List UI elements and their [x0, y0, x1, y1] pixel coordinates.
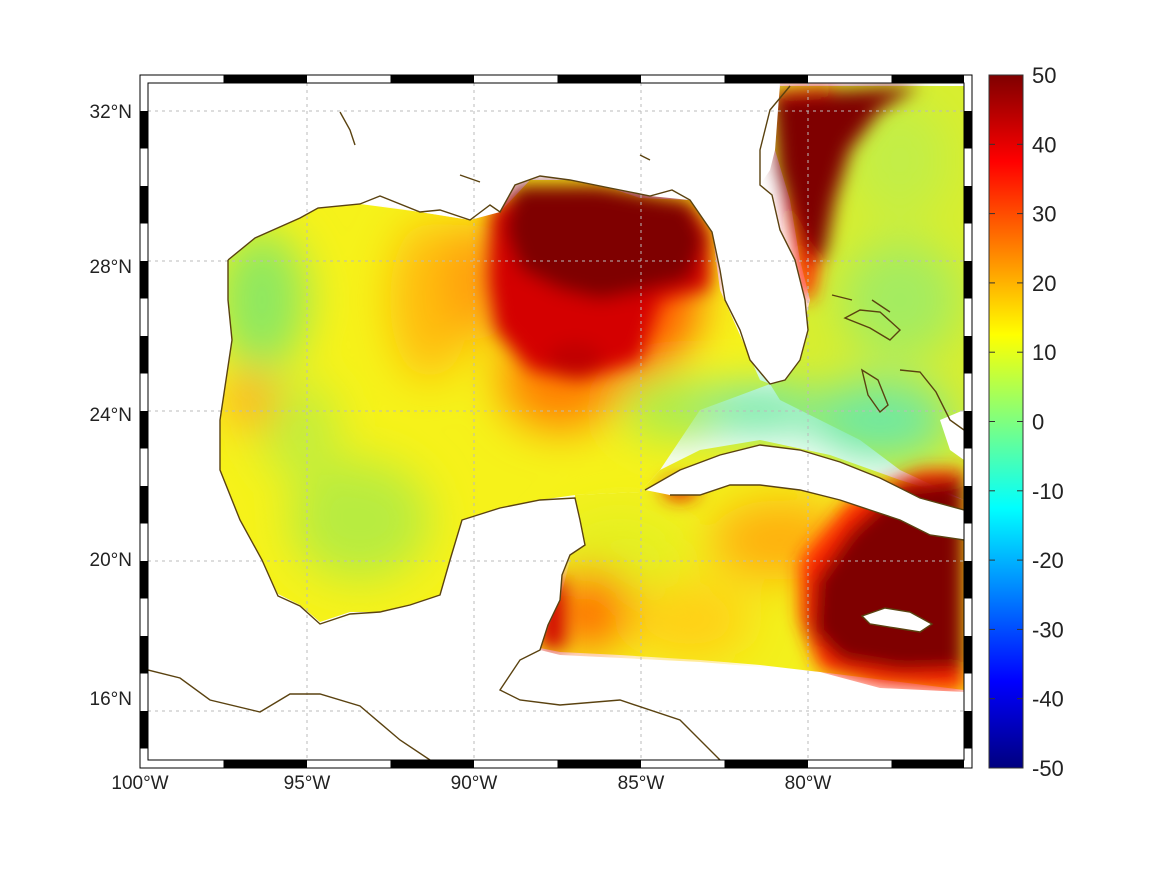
- frame-segment: [808, 75, 892, 83]
- frame-segment: [964, 223, 972, 261]
- frame-segment: [964, 561, 972, 599]
- frame-segment: [140, 748, 148, 768]
- frame-segment: [140, 411, 148, 449]
- x-tick-label: 100°W: [111, 773, 168, 794]
- frame-segment: [964, 75, 972, 111]
- frame-segment: [223, 75, 307, 83]
- frame-inner-outline: [147, 82, 965, 761]
- frame-segment: [557, 75, 641, 83]
- frame-segment: [307, 760, 391, 768]
- frame-segment: [140, 673, 148, 711]
- colorbar-tick-label: -10: [1032, 479, 1064, 504]
- colorbar-labels: 50 40 30 20 10 0 -10 -20 -30 -40 -50: [1032, 63, 1064, 781]
- frame-segment: [140, 261, 148, 299]
- frame-segment: [724, 760, 808, 768]
- colorbar-tick-label: 10: [1032, 340, 1056, 365]
- frame-segment: [140, 75, 148, 111]
- y-axis-labels: 32°N 28°N 24°N 20°N 16°N: [90, 102, 132, 710]
- frame-segment: [964, 298, 972, 336]
- colorbar: 50 40 30 20 10 0 -10 -20 -30 -40 -50: [988, 63, 1064, 781]
- frame-segment: [964, 486, 972, 524]
- frame-segment: [140, 486, 148, 524]
- frame-segment: [964, 111, 972, 149]
- frame-segment: [140, 111, 148, 149]
- frame-segment: [964, 598, 972, 636]
- frame-segment: [474, 75, 558, 83]
- frame-segment: [964, 336, 972, 374]
- land-yucatan: [350, 498, 585, 680]
- frame-segment: [964, 711, 972, 749]
- frame-segment: [140, 636, 148, 674]
- land-hispaniola: [940, 410, 964, 460]
- x-axis-labels: 100°W 95°W 90°W 85°W 80°W: [111, 773, 831, 794]
- frame-segment: [964, 523, 972, 561]
- y-tick-label: 28°N: [90, 257, 132, 278]
- frame-segment: [307, 75, 391, 83]
- land-us-south: [148, 83, 780, 260]
- frame-segment: [140, 448, 148, 486]
- colorbar-tick-label: 40: [1032, 132, 1056, 157]
- data-field: [148, 83, 964, 760]
- frame-segment: [964, 373, 972, 411]
- frame-segment: [140, 711, 148, 749]
- frame-segment: [557, 760, 641, 768]
- colorbar-tick-label: 0: [1032, 410, 1044, 435]
- frame-segment: [390, 75, 474, 83]
- colorbar-tick-label: 50: [1032, 63, 1056, 88]
- frame-segment: [140, 186, 148, 224]
- frame-segment: [140, 523, 148, 561]
- frame-segment: [140, 148, 148, 186]
- colorbar-tick-label: -40: [1032, 687, 1064, 712]
- y-tick-label: 32°N: [90, 102, 132, 123]
- grid-lines: [139, 83, 964, 760]
- x-tick-label: 85°W: [618, 773, 665, 794]
- land-central-america: [148, 260, 964, 760]
- frame-segment: [140, 336, 148, 374]
- frame-segment: [964, 186, 972, 224]
- y-tick-label: 24°N: [90, 405, 132, 426]
- x-tick-label: 95°W: [284, 773, 331, 794]
- frame-segment: [964, 448, 972, 486]
- frame-segment: [140, 298, 148, 336]
- colorbar-tick-label: 30: [1032, 202, 1056, 227]
- frame-segment: [140, 760, 224, 768]
- frame-segment: [964, 748, 972, 768]
- y-tick-label: 16°N: [90, 689, 132, 710]
- frame-segment: [964, 673, 972, 711]
- land-jamaica: [862, 608, 932, 632]
- frame-segment: [140, 223, 148, 261]
- frame-segment: [641, 75, 725, 83]
- x-tick-label: 80°W: [785, 773, 832, 794]
- land-cuba: [645, 445, 964, 540]
- frame-segment: [140, 598, 148, 636]
- frame-outline: [139, 74, 973, 769]
- frame-segment: [964, 411, 972, 449]
- frame-segment: [808, 760, 892, 768]
- frame-segment: [474, 760, 558, 768]
- colorbar-tick-label: -50: [1032, 756, 1064, 781]
- frame-segment: [390, 760, 474, 768]
- frame-segment: [140, 373, 148, 411]
- frame-segment: [891, 760, 972, 768]
- land-florida: [712, 185, 808, 384]
- frame-segment: [223, 760, 307, 768]
- frame-segment: [641, 760, 725, 768]
- coastline: [148, 85, 964, 760]
- frame-segment: [964, 148, 972, 186]
- frame-segment: [964, 261, 972, 299]
- x-tick-label: 90°W: [451, 773, 498, 794]
- frame-segment: [964, 636, 972, 674]
- colorbar-ticks: [989, 74, 1023, 769]
- colorbar-tick-label: 20: [1032, 271, 1056, 296]
- map-frame: [139, 74, 973, 769]
- colorbar-tick-label: -20: [1032, 548, 1064, 573]
- frame-segment: [891, 75, 972, 83]
- frame-segment: [140, 75, 224, 83]
- frame-segment: [724, 75, 808, 83]
- colorbar-tick-label: -30: [1032, 617, 1064, 642]
- y-tick-label: 20°N: [90, 550, 132, 571]
- frame-segment: [140, 561, 148, 599]
